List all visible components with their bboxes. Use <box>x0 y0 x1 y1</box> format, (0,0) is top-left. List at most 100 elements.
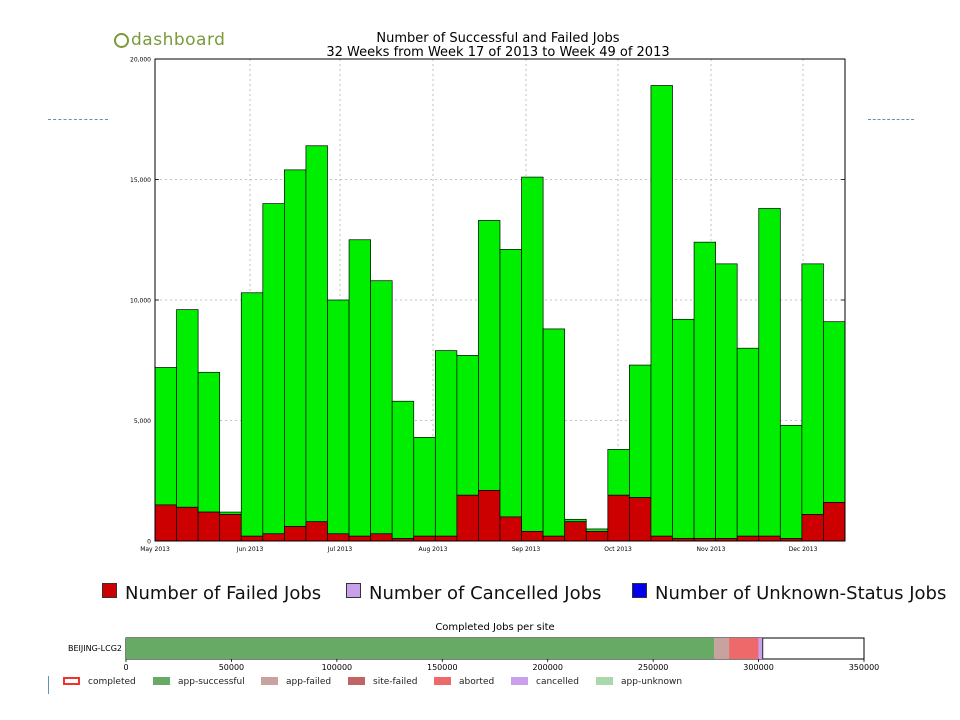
sl-app-failed-swatch <box>261 677 278 685</box>
y-tick-label: 0 <box>147 539 151 546</box>
logo-text: dashboard <box>131 30 226 50</box>
logo-icon <box>114 33 129 48</box>
bar-successful <box>219 511 242 515</box>
y-tick-label: 10,000 <box>130 298 151 305</box>
site-bar-segment <box>126 638 715 659</box>
bar-failed <box>736 535 760 542</box>
x-tick-label: Sep 2013 <box>512 546 541 553</box>
x-tick-label: Jun 2013 <box>236 546 264 553</box>
bar-successful <box>413 437 436 537</box>
sl-app-successful: app-successful <box>153 677 245 687</box>
bar-successful <box>305 145 328 523</box>
x-tick-label: Oct 2013 <box>604 546 632 553</box>
legend-failed: Number of Failed Jobs <box>102 583 321 604</box>
site-category-label: BEIJING-LCG2 <box>68 644 122 653</box>
bar-failed <box>284 526 307 542</box>
bar-successful <box>434 350 458 537</box>
legend-cancelled: Number of Cancelled Jobs <box>346 583 601 604</box>
site-bar-segment <box>729 638 759 659</box>
bar-failed <box>262 533 285 542</box>
bar-failed <box>370 533 393 542</box>
bar-successful <box>478 220 501 491</box>
bar-failed <box>434 535 458 542</box>
x-tick-label: Nov 2013 <box>697 546 726 553</box>
sl-site-failed-label: site-failed <box>373 677 418 687</box>
bar-failed <box>478 490 501 542</box>
bar-successful <box>779 424 803 539</box>
site-x-tick-label: 300000 <box>743 663 774 672</box>
bar-successful <box>499 249 522 518</box>
legend-cancelled-label: Number of Cancelled Jobs <box>369 583 602 604</box>
site-x-tick-label: 0 <box>123 663 128 672</box>
y-tick-label: 5,000 <box>134 418 151 425</box>
sl-site-failed: site-failed <box>348 677 417 687</box>
site-bar-segment <box>714 638 730 659</box>
site-x-tick-label: 50000 <box>219 663 244 672</box>
legend-failed-swatch <box>102 583 117 598</box>
sl-cancelled-swatch <box>511 677 528 685</box>
sl-app-failed-label: app-failed <box>286 677 332 687</box>
bar-successful <box>585 528 609 532</box>
bar-failed <box>499 516 522 542</box>
bar-successful <box>672 318 695 539</box>
divider-left <box>48 119 108 120</box>
site-legend: completed app-successful app-failed site… <box>0 677 960 693</box>
site-plot-frame <box>125 637 865 660</box>
site-x-tick-label: 150000 <box>427 663 458 672</box>
sl-aborted-label: aborted <box>459 677 495 687</box>
site-x-tick-label: 250000 <box>638 663 669 672</box>
x-tick-label: May 2013 <box>140 546 170 553</box>
bar-successful <box>801 263 824 515</box>
sl-aborted: aborted <box>434 677 494 687</box>
sl-completed-swatch <box>63 677 80 685</box>
y-tick-label: 15,000 <box>130 177 151 184</box>
sl-completed-label: completed <box>88 677 136 687</box>
x-tick-label: Aug 2013 <box>419 546 448 553</box>
sl-site-failed-swatch <box>348 677 365 685</box>
bar-successful <box>823 321 846 503</box>
sl-cancelled: cancelled <box>511 677 579 687</box>
sl-aborted-swatch <box>434 677 451 685</box>
bar-successful <box>154 367 177 506</box>
bar-successful <box>521 176 544 532</box>
sl-app-unknown: app-unknown <box>596 677 682 687</box>
bar-successful <box>240 292 264 537</box>
bar-failed <box>154 504 177 542</box>
dashboard-logo: dashboard <box>114 30 225 50</box>
sl-app-successful-label: app-successful <box>178 677 245 687</box>
chart-subtitle: 32 Weeks from Week 17 of 2013 to Week 49… <box>326 45 669 60</box>
bar-successful <box>564 518 587 523</box>
bar-successful <box>758 208 781 537</box>
site-chart-title: Completed Jobs per site <box>435 622 554 633</box>
bar-successful <box>715 263 738 539</box>
bar-failed <box>564 521 587 542</box>
legend-cancelled-swatch <box>346 583 361 598</box>
y-tick-label: 20,000 <box>130 57 151 64</box>
divider-right <box>868 119 914 120</box>
site-x-tick-label: 350000 <box>849 663 880 672</box>
bar-failed <box>327 533 350 542</box>
bar-successful <box>693 241 716 539</box>
bar-failed <box>219 514 242 542</box>
bar-failed <box>240 535 264 542</box>
divider-bottom-left <box>48 676 49 694</box>
bar-failed <box>542 535 566 542</box>
chart-title: Number of Successful and Failed Jobs <box>376 31 619 46</box>
bar-successful <box>650 85 673 537</box>
plot-frame <box>154 58 846 542</box>
bar-failed <box>176 506 199 542</box>
bar-successful <box>327 299 350 535</box>
bar-failed <box>413 535 436 542</box>
bar-successful <box>348 239 371 537</box>
bar-successful <box>284 169 307 527</box>
bar-successful <box>456 355 479 496</box>
x-tick-label: Dec 2013 <box>789 546 818 553</box>
bar-failed <box>197 511 221 542</box>
sl-app-unknown-swatch <box>596 677 613 685</box>
bar-successful <box>262 203 285 535</box>
legend-unknown-swatch <box>632 583 647 598</box>
bar-successful <box>542 328 566 537</box>
bar-failed <box>629 497 652 542</box>
legend-unknown-label: Number of Unknown-Status Jobs <box>655 583 947 604</box>
bar-successful <box>629 364 652 498</box>
